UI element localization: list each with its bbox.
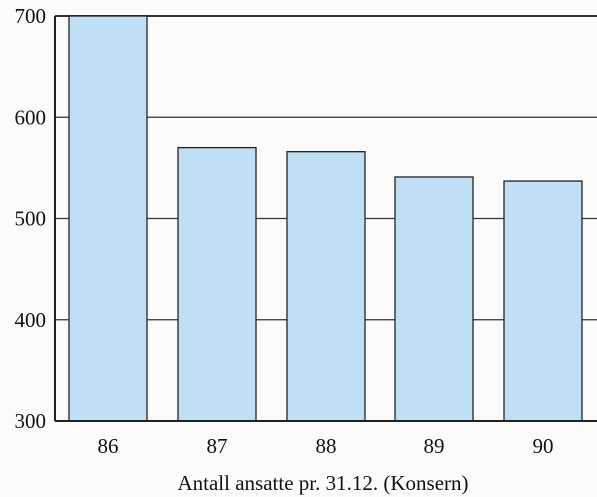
bars bbox=[68, 15, 583, 422]
bar-89 bbox=[394, 176, 474, 422]
y-tick-label: 400 bbox=[15, 308, 47, 332]
y-tick-label: 600 bbox=[15, 105, 47, 129]
y-tick-label: 500 bbox=[15, 207, 47, 231]
x-tick-label: 87 bbox=[207, 434, 228, 458]
x-tick-label: 90 bbox=[533, 434, 554, 458]
bar-86 bbox=[68, 15, 148, 422]
bar-90 bbox=[503, 180, 583, 422]
bar-87 bbox=[177, 146, 257, 422]
x-tick-label: 89 bbox=[424, 434, 445, 458]
x-tick-label: 86 bbox=[98, 434, 119, 458]
x-axis-label: Antall ansatte pr. 31.12. (Konsern) bbox=[177, 471, 468, 495]
x-tick-labels: 86 87 88 89 90 bbox=[98, 434, 554, 458]
x-tick-label: 88 bbox=[316, 434, 337, 458]
y-tick-label: 300 bbox=[15, 409, 47, 433]
y-tick-labels: 300 400 500 600 700 bbox=[15, 4, 47, 433]
bar-88 bbox=[286, 151, 366, 422]
y-tick-label: 700 bbox=[15, 4, 47, 28]
axes bbox=[54, 16, 597, 422]
